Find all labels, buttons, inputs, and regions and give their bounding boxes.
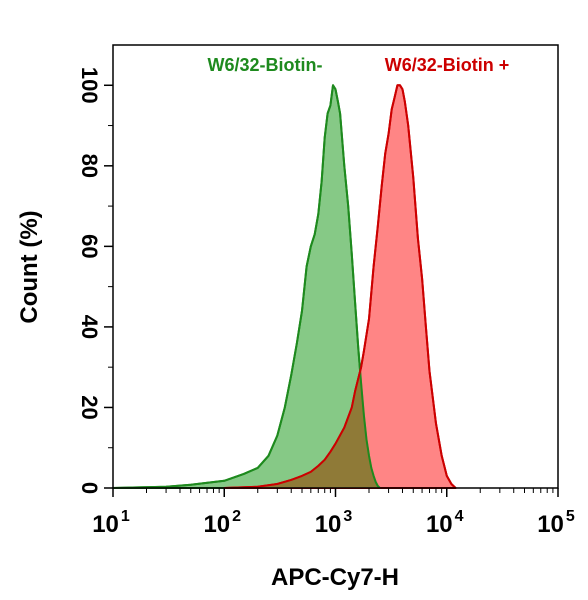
x-tick-label: 10 3 [315,508,353,538]
x-tick-exponent: 4 [455,508,464,525]
x-tick-base: 10 [426,511,453,538]
y-axis-ticks: 0 20 40 60 80 100 [77,67,113,494]
x-axis-title: APC-Cy7-H [271,564,399,591]
x-tick-label: 10 4 [426,508,464,538]
x-tick-label: 10 2 [203,508,241,538]
y-tick-label: 40 [77,315,102,339]
y-tick-label: 20 [77,395,102,419]
y-tick-label: 80 [77,154,102,178]
y-tick-label: 0 [77,482,102,494]
y-tick-label: 100 [77,67,102,104]
x-tick-exponent: 3 [343,508,352,525]
legend-entry-2: W6/32-Biotin + [385,55,510,75]
series-line-2 [224,84,457,489]
series-line-1 [112,84,381,489]
series-layer [112,84,457,489]
x-tick-label: 10 5 [537,508,575,538]
x-tick-base: 10 [537,511,564,538]
x-tick-exponent: 2 [232,508,241,525]
x-tick-exponent: 1 [121,508,130,525]
y-tick-label: 60 [77,234,102,258]
overlap-area [224,373,380,488]
legend-entry-1: W6/32-Biotin- [208,55,323,75]
x-tick-base: 10 [315,511,342,538]
x-tick-exponent: 5 [566,508,575,525]
legend: W6/32-Biotin- W6/32-Biotin + [208,55,510,75]
x-axis-ticks: 10 1 10 2 10 3 10 4 10 5 [92,488,575,538]
x-tick-base: 10 [92,511,119,538]
y-axis-title: Count (%) [16,210,43,323]
x-tick-label: 10 1 [92,508,130,538]
x-tick-base: 10 [203,511,230,538]
